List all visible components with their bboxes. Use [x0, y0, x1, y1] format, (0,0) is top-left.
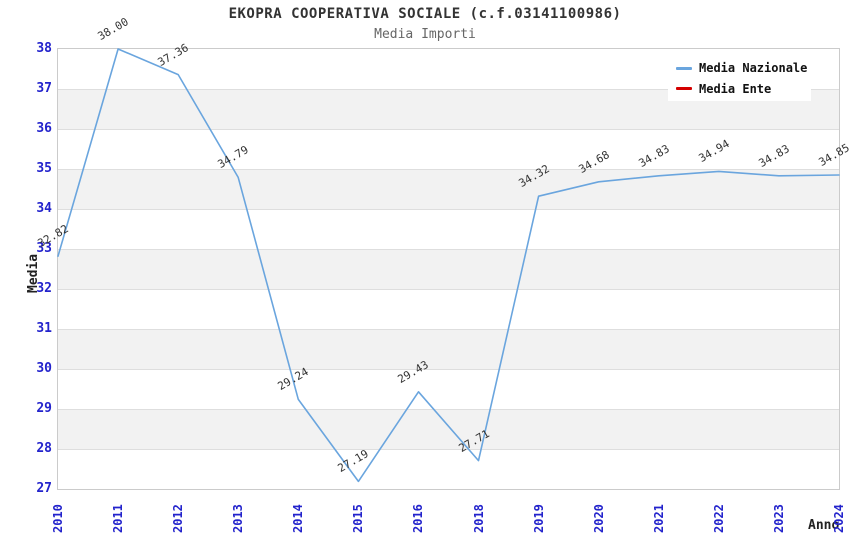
y-tick-label: 32 [36, 281, 52, 296]
x-tick-label: 2010 [51, 504, 65, 533]
y-tick-label: 36 [36, 121, 52, 136]
line-chart-canvas [57, 48, 840, 483]
legend-label: Media Nazionale [699, 61, 808, 76]
y-tick-label: 28 [36, 441, 52, 456]
x-tick-label: 2018 [471, 504, 486, 533]
y-tick-label: 37 [36, 81, 52, 96]
y-tick-label: 35 [36, 161, 52, 176]
x-tick-label: 2016 [411, 504, 426, 533]
x-tick-label: 2014 [291, 504, 306, 533]
x-axis-title: Anno [808, 518, 840, 533]
x-tick-label: 2024 [832, 504, 846, 533]
y-tick-label: 29 [36, 401, 52, 416]
gridline [58, 209, 839, 210]
x-tick-label: 2022 [711, 504, 726, 533]
x-tick-label: 2012 [171, 504, 186, 533]
chart-title: EKOPRA COOPERATIVA SOCIALE (c.f.03141100… [228, 6, 622, 22]
legend-label: Media Ente [699, 81, 772, 96]
gridline [58, 289, 839, 290]
gridline [58, 329, 839, 330]
gridline [58, 249, 839, 250]
legend: Media Nazionale Media Ente [668, 56, 811, 101]
media-nazionale-line [57, 48, 840, 483]
legend-line-marker-red [676, 87, 692, 91]
legend-item-media-nazionale: Media Nazionale [668, 61, 811, 75]
y-tick-label: 34 [36, 201, 52, 216]
y-tick-label: 30 [36, 361, 52, 376]
x-tick-label: 2013 [231, 504, 246, 533]
x-tick-label: 2021 [651, 504, 666, 533]
x-tick-label: 2011 [111, 504, 126, 533]
legend-line-marker-blue [676, 66, 692, 70]
gridline [58, 169, 839, 170]
y-tick-label: 33 [36, 241, 52, 256]
y-tick-label: 38 [36, 41, 52, 56]
gridline [58, 409, 839, 410]
x-tick-label: 2023 [771, 504, 786, 533]
x-tick-label: 2015 [351, 504, 366, 533]
y-tick-label: 31 [36, 321, 52, 336]
legend-item-media-ente: Media Ente [668, 82, 811, 96]
x-tick-label: 2020 [591, 504, 606, 533]
gridline [58, 89, 839, 90]
y-tick-label: 27 [36, 481, 52, 496]
plot-area [57, 48, 840, 490]
gridline [58, 369, 839, 370]
gridline [58, 449, 839, 450]
chart-subtitle: Media Importi [374, 27, 476, 42]
gridline [58, 129, 839, 130]
x-tick-label: 2019 [531, 504, 546, 533]
